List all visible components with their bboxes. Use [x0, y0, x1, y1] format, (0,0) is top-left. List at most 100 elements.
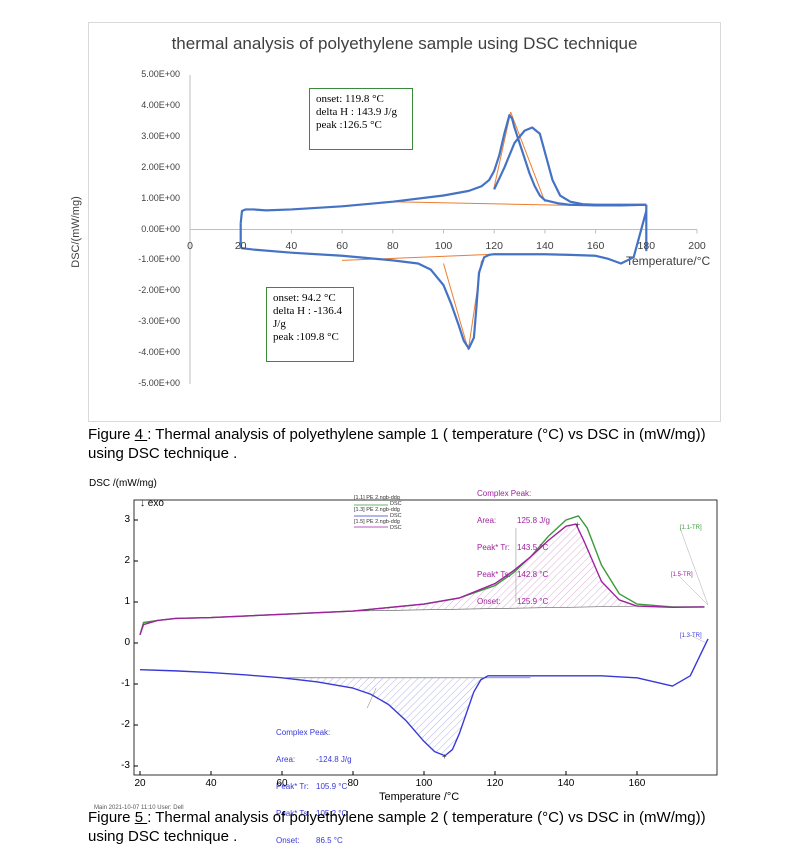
chart1-annotation-cooling: onset: 94.2 °C delta H : -136.4 J/g peak… — [266, 287, 354, 362]
chart2-y-axis-label: DSC /(mW/mg) — [89, 478, 157, 489]
chart1-series-line — [493, 126, 647, 206]
x-tick-label: 40 — [285, 239, 298, 252]
chart2-series-line — [139, 638, 709, 757]
chart1-series-line — [239, 114, 647, 224]
peak-row: Peak* Ts: 105.2 °C — [276, 809, 348, 818]
peak-row: Peak* Tr: 143.5 °C — [477, 543, 549, 552]
y-tick-label: 1 — [124, 596, 130, 607]
chart1-x-axis-label: Temperature/°C — [626, 254, 711, 268]
y-tick-label: -4.00E+00 — [138, 347, 180, 358]
peak-row: Onset: 86.5 °C — [276, 836, 343, 845]
peak-row: Peak* Tr: 105.9 °C — [276, 782, 348, 791]
curve-label-1-1: [1.1-TR] — [680, 525, 702, 531]
peak-marker: + — [442, 752, 447, 761]
y-tick-label: -1.00E+00 — [138, 254, 180, 265]
chart2-peak-box-cooling: Complex Peak: Area: -124.8 J/g Peak* Tr: 1… — [276, 728, 352, 845]
annotation-line: onset: 94.2 °C — [273, 292, 336, 304]
curve-label-1-3: [1.3-TR] — [680, 633, 702, 639]
leader-line — [679, 527, 709, 606]
x-tick-label: 80 — [386, 239, 399, 252]
legend-item: [1.5] PE 2.ngb-ddg — [354, 519, 400, 525]
baseline-line — [352, 605, 638, 612]
figure5-number: 5 — [134, 809, 148, 826]
chart2-frame — [133, 499, 718, 776]
x-tick-label: 140 — [536, 239, 554, 252]
x-tick-label: 180 — [637, 239, 656, 252]
legend-item: [1.1] PE 2.ngb-ddg — [354, 495, 400, 501]
figure4-number: 4 — [134, 426, 148, 443]
x-tick-label: 60 — [336, 239, 348, 252]
x-tick-label: 0 — [187, 239, 193, 252]
y-tick-label: -3.00E+00 — [138, 316, 180, 327]
leader-line — [366, 687, 377, 709]
figure4-caption: Figure 4 : Thermal analysis of polyethyl… — [88, 425, 728, 463]
annotation-line: delta H : 143.9 J/g — [316, 106, 397, 118]
peak-row: Peak* Ts: 142.8 °C — [477, 570, 549, 579]
chart2-series-line — [139, 523, 705, 636]
y-tick-label: -2 — [121, 719, 130, 730]
baseline-line — [510, 111, 546, 202]
x-tick-label: 100 — [415, 778, 433, 789]
x-tick-label: 40 — [205, 778, 217, 789]
y-tick-label: -2.00E+00 — [138, 285, 180, 296]
peak-marker: + — [575, 520, 580, 529]
legend-item: [1.3] PE 2.ngb-ddg — [354, 507, 400, 513]
chart2-peak-area-heating — [353, 524, 637, 612]
instrument-footer: Main 2021-10-07 11:10 User: Dell — [94, 805, 184, 811]
y-tick-label: 3.00E+00 — [141, 130, 180, 141]
legend-item-sub: DSC — [390, 501, 402, 507]
figure5-text: : Thermal analysis of polyethylene sampl… — [88, 809, 706, 845]
y-tick-label: 4.00E+00 — [141, 99, 180, 110]
y-tick-label: 3 — [124, 514, 130, 525]
peak-row: Area: -124.8 J/g — [276, 755, 352, 764]
chart1-frame — [88, 22, 721, 422]
peak-row: Onset: 125.9 °C — [477, 597, 549, 606]
chart2-peak-box-heating: Complex Peak: Area: 125.8 J/g Peak* Tr: 14… — [477, 489, 550, 606]
annotation-line: delta H : -136.4 — [273, 305, 343, 317]
legend-item-sub: DSC — [390, 525, 402, 531]
x-tick-label: 120 — [485, 239, 503, 252]
y-tick-label: 1.00E+00 — [141, 192, 180, 203]
x-tick-label: 60 — [276, 778, 288, 789]
x-tick-label: 140 — [557, 778, 575, 789]
baseline-line — [392, 201, 571, 206]
y-tick-label: 5.00E+00 — [141, 69, 180, 79]
figure4-text: : Thermal analysis of polyethylene sampl… — [88, 426, 706, 462]
baseline-line — [342, 253, 495, 261]
x-tick-label: 120 — [486, 778, 504, 789]
chart1-title: thermal analysis of polyethylene sample … — [171, 34, 638, 53]
x-tick-label: 160 — [586, 239, 605, 252]
y-tick-label: 0 — [124, 637, 130, 648]
y-tick-label: 2 — [124, 555, 130, 566]
annotation-line: J/g — [273, 318, 286, 330]
y-tick-label: -5.00E+00 — [138, 378, 180, 388]
chart2-legend: [1.1] PE 2.ngb-ddg DSC [1.3] PE 2.ngb-dd… — [354, 495, 402, 531]
leader-line — [691, 635, 707, 644]
peak-row: Area: 125.8 J/g — [477, 516, 550, 525]
y-tick-label: -3 — [121, 760, 130, 771]
baseline-line — [443, 263, 469, 351]
curve-label-1-5: [1.5-TR] — [671, 572, 693, 578]
figure5-caption: Figure 5 : Thermal analysis of polyethyl… — [88, 808, 728, 846]
y-tick-label: 2.00E+00 — [141, 161, 180, 172]
chart2-exo-label: ↓ exo — [140, 498, 164, 509]
y-tick-label: 0.00E+00 — [141, 223, 180, 234]
leader-line — [677, 574, 709, 606]
chart2-x-axis-label: Temperature /°C — [379, 791, 460, 803]
annotation-line: peak :109.8 °C — [273, 331, 339, 343]
chart1-series-line — [240, 210, 648, 350]
x-tick-label: 200 — [688, 239, 706, 252]
x-tick-label: 20 — [134, 778, 146, 789]
chart2-peak-area-cooling — [282, 675, 488, 756]
figure4-prefix: Figure — [88, 426, 135, 443]
x-tick-label: 160 — [628, 778, 646, 789]
annotation-line: onset: 119.8 °C — [316, 93, 384, 105]
annotation-line: peak :126.5 °C — [316, 119, 382, 131]
chart1-annotation-heating: onset: 119.8 °C delta H : 143.9 J/g peak… — [309, 88, 413, 150]
x-tick-label: 20 — [234, 239, 247, 252]
y-tick-label: -1 — [121, 678, 130, 689]
x-tick-label: 80 — [347, 778, 359, 789]
legend-item-sub: DSC — [390, 513, 402, 519]
